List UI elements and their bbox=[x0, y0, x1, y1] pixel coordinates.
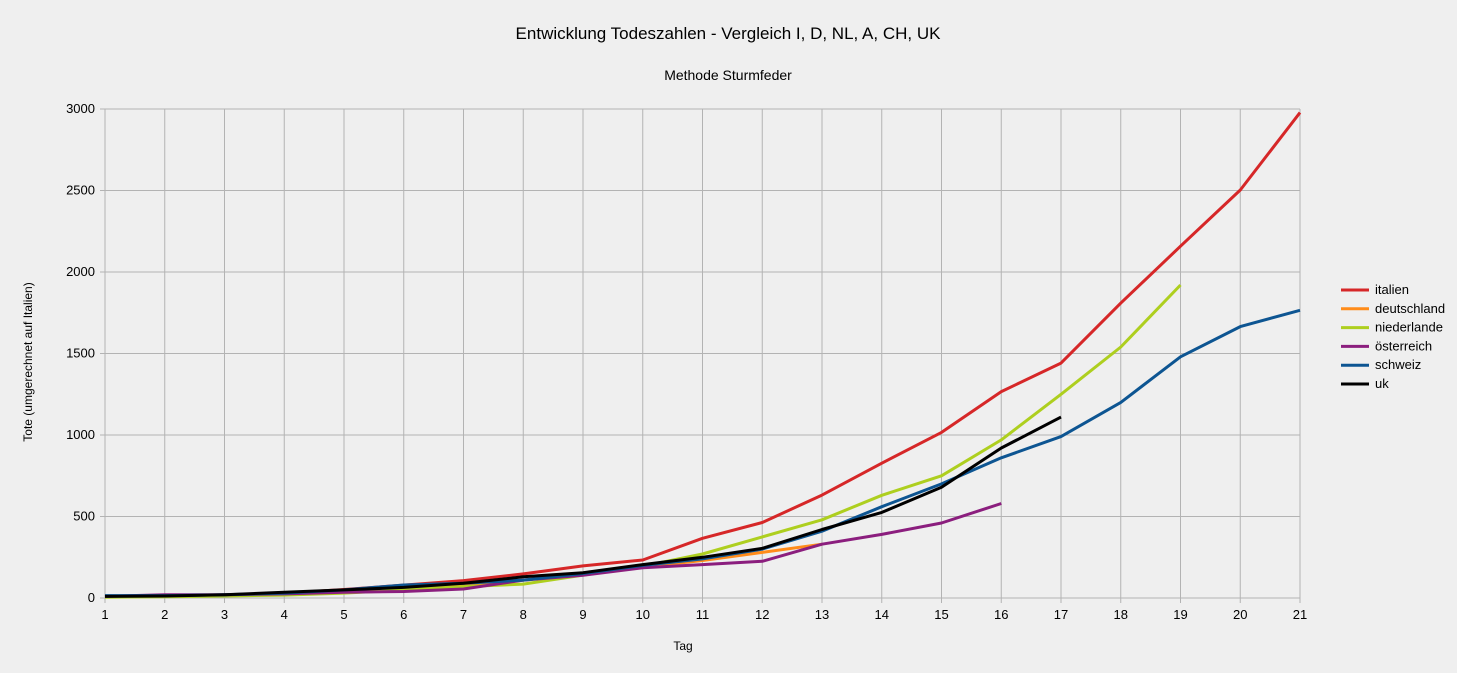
x-tick-label: 15 bbox=[934, 607, 948, 622]
legend-label: uk bbox=[1375, 376, 1389, 391]
grid bbox=[100, 108, 1301, 603]
x-tick-label: 5 bbox=[340, 607, 347, 622]
x-tick-label: 3 bbox=[221, 607, 228, 622]
x-tick-label: 6 bbox=[400, 607, 407, 622]
y-tick-label: 2500 bbox=[66, 183, 95, 198]
x-tick-label: 8 bbox=[520, 607, 527, 622]
x-tick-label: 2 bbox=[161, 607, 168, 622]
x-tick-label: 18 bbox=[1114, 607, 1128, 622]
x-tick-label: 13 bbox=[815, 607, 829, 622]
y-tick-label: 500 bbox=[73, 509, 95, 524]
series-line-uk bbox=[104, 415, 1062, 598]
x-tick-label: 11 bbox=[696, 607, 710, 622]
x-tick-label: 10 bbox=[636, 607, 650, 622]
legend-label: österreich bbox=[1375, 338, 1432, 353]
series-lines bbox=[104, 111, 1302, 599]
y-axis-label: Tote (umgerechnet auf Italien) bbox=[21, 282, 35, 441]
x-tick-label: 21 bbox=[1293, 607, 1307, 622]
x-tick-label: 7 bbox=[460, 607, 467, 622]
y-tick-label: 2000 bbox=[66, 264, 95, 279]
x-axis-label: Tag bbox=[673, 639, 692, 653]
y-tick-label: 0 bbox=[88, 590, 95, 605]
legend: italien deutschland niederlande österreich s… bbox=[1341, 282, 1445, 391]
x-tick-label: 12 bbox=[755, 607, 769, 622]
y-tick-label: 1500 bbox=[66, 346, 95, 361]
legend-label: italien bbox=[1375, 282, 1409, 297]
x-tick-label: 16 bbox=[994, 607, 1008, 622]
legend-label: niederlande bbox=[1375, 320, 1443, 335]
legend-label: deutschland bbox=[1375, 301, 1445, 316]
chart-title: Entwicklung Todeszahlen - Vergleich I, D… bbox=[516, 24, 942, 43]
x-tick-label: 17 bbox=[1054, 607, 1068, 622]
chart-subtitle: Methode Sturmfeder bbox=[664, 67, 792, 83]
x-tick-label: 4 bbox=[281, 607, 288, 622]
y-tick-label: 3000 bbox=[66, 101, 95, 116]
x-tick-label: 20 bbox=[1233, 607, 1247, 622]
x-tick-label: 1 bbox=[101, 607, 108, 622]
x-tick-label: 19 bbox=[1173, 607, 1187, 622]
y-tick-label: 1000 bbox=[66, 427, 95, 442]
legend-label: schweiz bbox=[1375, 357, 1421, 372]
x-tick-label: 9 bbox=[579, 607, 586, 622]
axes: 1 2 3 4 5 6 7 8 9 10 11 12 13 14 15 16 17 18 19 20 210500100… bbox=[66, 101, 1307, 622]
x-tick-label: 14 bbox=[875, 607, 889, 622]
